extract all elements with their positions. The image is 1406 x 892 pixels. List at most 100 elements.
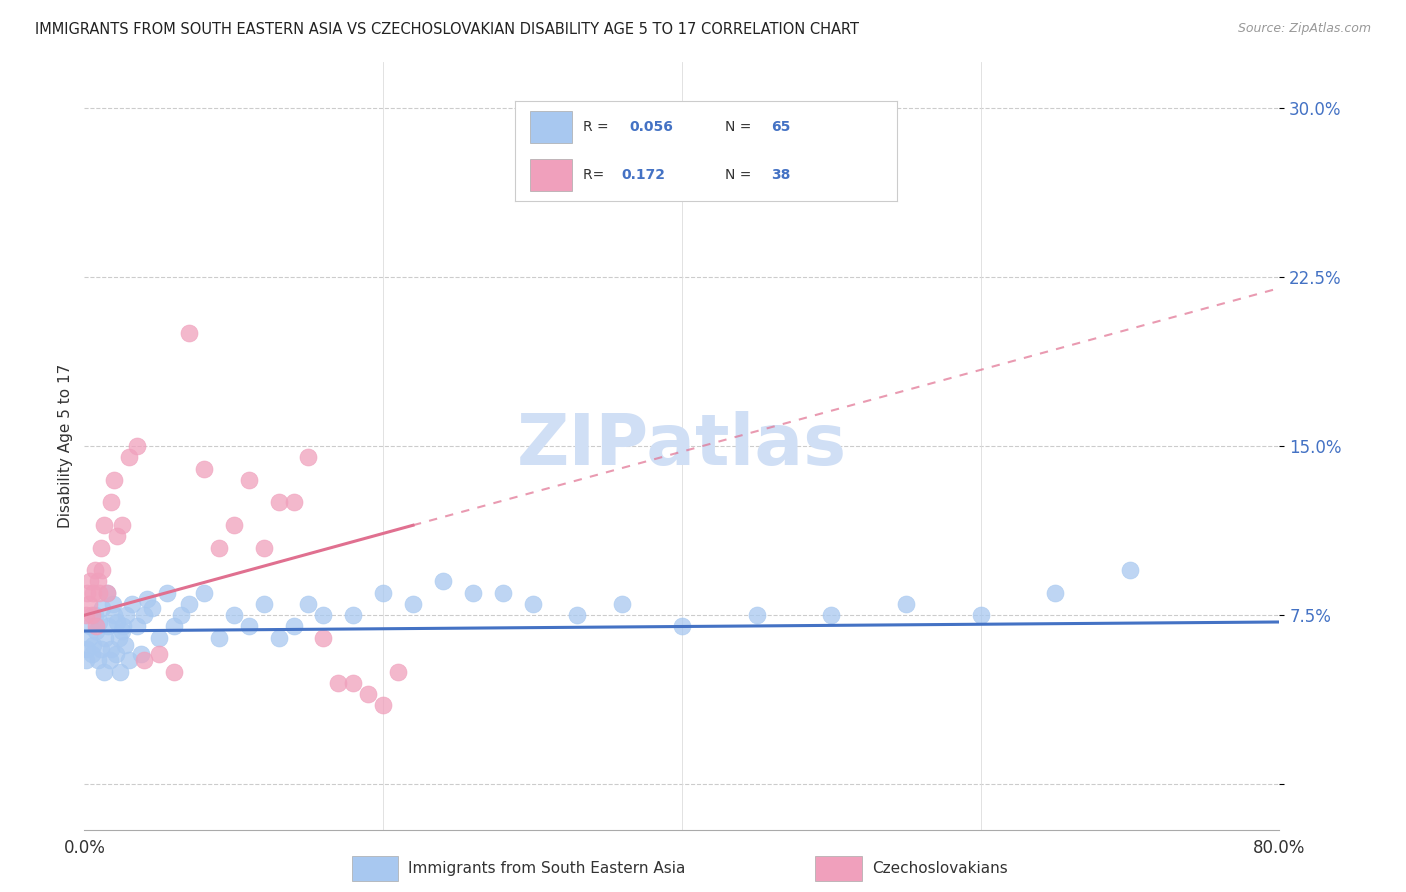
Point [253,541,276,555]
Point [75,608,97,623]
Point [129,647,152,661]
Text: Immigrants from South Eastern Asia: Immigrants from South Eastern Asia [408,862,685,876]
Point [357,687,380,701]
Point [193,461,215,475]
Point [89,615,111,629]
Point [98,653,121,667]
Point [96,585,118,599]
Point [238,473,260,487]
Point [432,574,454,589]
Point [283,619,305,633]
Point [105,615,128,629]
Point [103,608,125,623]
Point [101,597,124,611]
Point [312,608,335,623]
Point [136,592,159,607]
Point [86,619,108,633]
Point [461,585,484,599]
Point [163,619,186,633]
Point [522,597,544,611]
Point [387,665,409,679]
Point [125,439,148,453]
Point [76,585,98,599]
Point [91,601,114,615]
Point [80,647,103,661]
Point [76,642,98,657]
Point [155,585,177,599]
Point [125,619,148,633]
Point [894,597,917,611]
Point [100,642,122,657]
Point [492,585,515,599]
Point [89,585,111,599]
Point [121,597,143,611]
Point [745,608,768,623]
Point [297,597,319,611]
Point [297,450,319,465]
Point [87,574,110,589]
Point [163,665,186,679]
Point [671,619,693,633]
Point [567,608,589,623]
Point [170,608,193,623]
Point [148,647,170,661]
Point [107,631,129,645]
Point [222,518,245,533]
Point [100,495,122,509]
Point [104,647,127,661]
Point [80,608,103,623]
Point [208,541,231,555]
Point [79,619,101,633]
Point [342,608,364,623]
Point [105,529,128,543]
Point [103,473,125,487]
Point [132,653,156,667]
Text: Source: ZipAtlas.com: Source: ZipAtlas.com [1237,22,1371,36]
Point [312,631,335,645]
Point [93,665,115,679]
Point [79,574,101,589]
Text: Czechoslovakians: Czechoslovakians [872,862,1008,876]
Point [91,563,114,577]
Point [177,326,200,341]
Point [93,518,115,533]
Point [110,665,132,679]
Point [75,653,97,667]
Point [132,608,156,623]
Point [114,638,136,652]
Point [115,608,138,623]
Point [283,495,305,509]
Point [267,631,290,645]
Point [820,608,842,623]
Point [373,698,395,713]
Text: ZIPatlas: ZIPatlas [517,411,846,481]
Text: IMMIGRANTS FROM SOUTH EASTERN ASIA VS CZECHOSLOVAKIAN DISABILITY AGE 5 TO 17 COR: IMMIGRANTS FROM SOUTH EASTERN ASIA VS CZ… [35,22,859,37]
Point [267,495,290,509]
Y-axis label: Disability Age 5 to 17: Disability Age 5 to 17 [58,364,73,528]
Point [77,631,100,645]
Point [1119,563,1142,577]
Point [77,597,100,611]
Point [402,597,425,611]
Point [342,676,364,690]
Point [83,563,105,577]
Point [253,597,276,611]
Point [90,541,112,555]
Point [193,585,215,599]
Point [222,608,245,623]
Point [82,585,104,599]
Point [373,585,395,599]
Point [111,518,134,533]
Point [208,631,231,645]
Point [118,450,141,465]
Point [141,601,163,615]
Point [112,619,135,633]
Point [111,624,134,638]
Point [1045,585,1067,599]
Point [612,597,634,611]
Point [86,624,108,638]
Point [238,619,260,633]
Point [148,631,170,645]
Point [83,608,105,623]
Point [90,642,112,657]
